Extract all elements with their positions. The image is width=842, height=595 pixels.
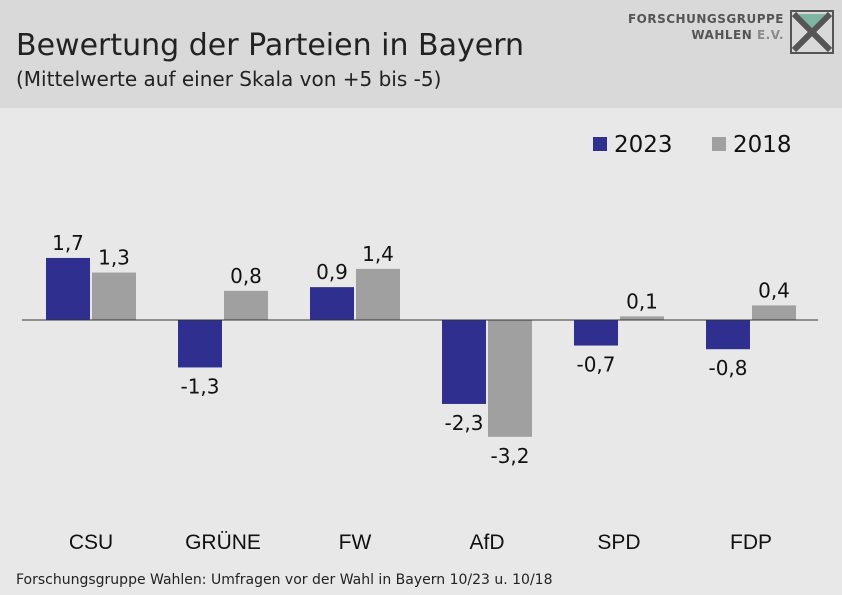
value-label: 1,7 <box>52 231 84 255</box>
value-label: -3,2 <box>490 444 529 468</box>
value-labels: 1,7 1,3 -1,3 0,8 0,9 1,4 -2,3 -3,2 -0,7 0,1 -0,8 0,… <box>52 231 790 468</box>
chart-legend: 2023 2018 <box>593 132 792 158</box>
value-label: 1,4 <box>362 242 394 266</box>
bar-afd-2023 <box>442 320 486 404</box>
value-label: 0,8 <box>230 264 262 288</box>
ballot-x-icon <box>790 10 834 54</box>
bar-grüne-2018 <box>224 290 268 320</box>
bar-grüne-2023 <box>178 320 222 368</box>
bar-spd-2018 <box>620 316 664 320</box>
category-label: AfD <box>469 531 504 554</box>
bar-csu-2018 <box>92 272 136 320</box>
bar-fdp-2018 <box>752 305 796 320</box>
category-label: GRÜNE <box>185 531 261 554</box>
category-label: FDP <box>730 531 772 554</box>
bar-afd-2018 <box>488 320 532 437</box>
bar-chart: 2023 2018 1,7 1,3 -1,3 0,8 0,9 1,4 -2,3 -3,2 -0,7… <box>22 132 818 554</box>
logo-text-line2: WAHLEN E.V. <box>691 28 784 42</box>
logo-text-ev: E.V. <box>756 28 784 42</box>
legend-swatch-2023 <box>593 137 607 151</box>
value-label: 1,3 <box>98 246 130 270</box>
category-label: CSU <box>69 531 113 554</box>
chart-subtitle: (Mittelwerte auf einer Skala von +5 bis … <box>16 67 442 91</box>
bar-spd-2023 <box>574 320 618 346</box>
bar-group <box>46 257 796 437</box>
value-label: 0,4 <box>758 278 790 302</box>
value-label: -0,8 <box>708 356 747 380</box>
bar-fw-2023 <box>310 287 354 320</box>
logo-text-wahlen: WAHLEN <box>691 28 753 42</box>
value-label: -0,7 <box>576 353 615 377</box>
value-label: -2,3 <box>444 411 483 435</box>
legend-swatch-2018 <box>712 137 726 151</box>
category-labels: CSU GRÜNE FW AfD SPD FDP <box>69 531 772 554</box>
value-label: 0,1 <box>626 289 658 313</box>
fgw-logo: FORSCHUNGSGRUPPE WAHLEN E.V. <box>628 10 838 54</box>
category-label: FW <box>339 531 372 554</box>
bar-fdp-2023 <box>706 320 750 350</box>
value-label: -1,3 <box>180 374 219 398</box>
legend-label: 2023 <box>614 132 673 158</box>
header-band: Bewertung der Parteien in Bayern (Mittel… <box>0 0 842 108</box>
legend-label: 2018 <box>733 132 792 158</box>
category-label: SPD <box>597 531 640 554</box>
bar-fw-2018 <box>356 268 400 320</box>
source-note: Forschungsgruppe Wahlen: Umfragen vor de… <box>16 572 553 588</box>
chart-title: Bewertung der Parteien in Bayern <box>16 28 525 63</box>
bar-csu-2023 <box>46 257 90 320</box>
value-label: 0,9 <box>316 260 348 284</box>
logo-text-line1: FORSCHUNGSGRUPPE <box>627 12 784 26</box>
